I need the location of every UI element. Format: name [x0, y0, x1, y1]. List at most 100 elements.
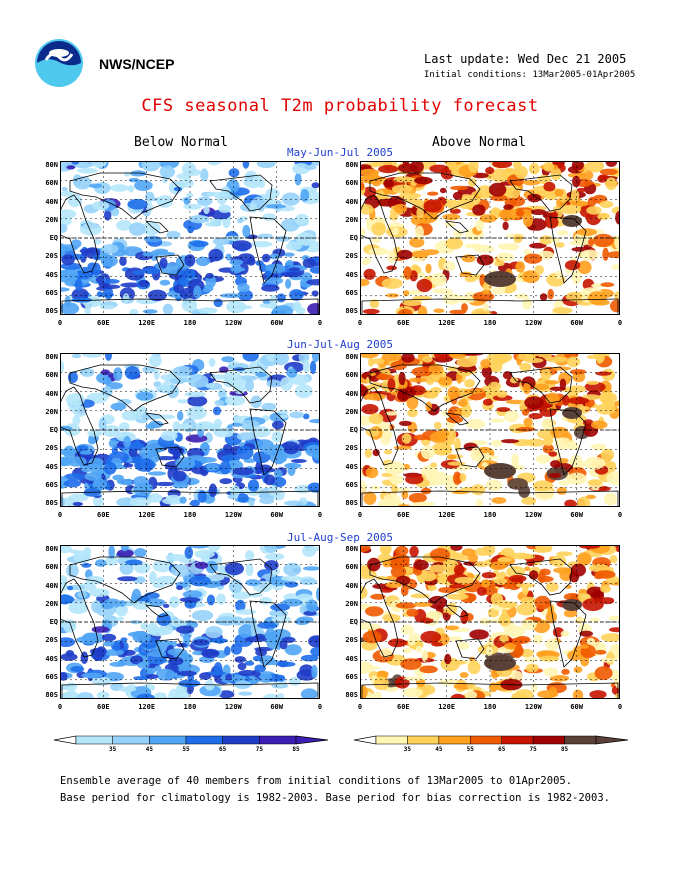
- lat-label: 80N: [45, 353, 58, 361]
- noaa-logo-icon: [34, 38, 84, 88]
- lat-label: 20S: [345, 636, 358, 645]
- lat-label: 80N: [345, 161, 358, 169]
- lon-label: 60E: [397, 511, 410, 519]
- lon-label: 60E: [97, 511, 110, 519]
- lat-label: 80S: [45, 307, 58, 315]
- lon-label: 60W: [270, 319, 283, 327]
- lat-label: 20S: [45, 636, 58, 645]
- lon-label: 0: [617, 511, 623, 519]
- lon-label: 0: [357, 511, 363, 519]
- lon-label: 120W: [224, 511, 242, 519]
- lat-label: EQ: [49, 618, 58, 626]
- lon-label: 60W: [570, 703, 583, 711]
- footer-line-2: Base period for climatology is 1982-2003…: [60, 792, 610, 804]
- colorbar-swatch: [75, 735, 113, 745]
- colorbar-label: 45: [145, 746, 153, 753]
- lon-label: 0: [357, 319, 363, 327]
- lat-label: 40S: [45, 462, 58, 471]
- lat-label: 80N: [345, 353, 358, 361]
- colorbar-label: 35: [403, 746, 412, 753]
- colorbar-swatch: [501, 735, 534, 745]
- colorbar-swatch: [149, 735, 187, 745]
- lon-label: 120E: [138, 703, 156, 711]
- lat-label: 20S: [345, 252, 358, 261]
- above-normal-colorbar: [353, 735, 629, 745]
- lat-label: 80S: [45, 499, 58, 507]
- above-map-1: [360, 161, 620, 315]
- colorbar-label: 85: [292, 746, 300, 753]
- lon-label: 180: [183, 703, 197, 711]
- lat-label: EQ: [49, 426, 58, 434]
- lon-label: 120W: [524, 511, 542, 519]
- period-label-1: May-Jun-Jul 2005: [287, 146, 393, 159]
- lon-label: 0: [57, 511, 63, 519]
- page-title: CFS seasonal T2m probability forecast: [141, 96, 539, 116]
- org-name: NWS/NCEP: [99, 56, 175, 72]
- lat-label: 40N: [45, 581, 58, 590]
- lon-label: 120W: [224, 703, 242, 711]
- lat-label: EQ: [49, 234, 58, 242]
- lon-label: 120W: [224, 319, 242, 327]
- lon-label: 120E: [138, 511, 156, 519]
- lon-label: 120E: [438, 319, 456, 327]
- lon-label: 120E: [138, 319, 156, 327]
- lon-label: 60W: [570, 319, 583, 327]
- colorbar-swatch: [407, 735, 440, 745]
- last-update-text: Last update: Wed Dec 21 2005: [424, 52, 627, 66]
- lat-label: 60N: [45, 179, 58, 188]
- below-normal-heading: Below Normal: [134, 135, 228, 150]
- lat-label: 20N: [45, 599, 58, 608]
- colorbar-label: 85: [560, 746, 569, 753]
- lat-label: EQ: [349, 618, 358, 626]
- lat-label: 20N: [345, 599, 358, 608]
- colorbar-label: 35: [109, 746, 117, 753]
- lat-label: 20N: [345, 215, 358, 224]
- lon-label: 0: [57, 703, 63, 711]
- above-map-2: [360, 353, 620, 507]
- lat-label: 60N: [345, 371, 358, 380]
- lat-label: 80N: [45, 545, 58, 553]
- lat-label: 80S: [345, 307, 358, 315]
- lon-label: 60E: [397, 703, 410, 711]
- lon-label: 120E: [438, 511, 456, 519]
- colorbar-label: 45: [435, 746, 443, 753]
- below-map-3: [60, 545, 320, 699]
- lat-label: 80N: [345, 545, 358, 553]
- lon-label: 60W: [270, 511, 283, 519]
- lat-label: 40N: [345, 389, 358, 398]
- colorbar-label: 55: [182, 746, 190, 753]
- lat-label: 60N: [345, 563, 358, 572]
- lat-label: 80S: [345, 499, 358, 507]
- lon-label: 0: [317, 319, 323, 327]
- lon-label: 60E: [97, 703, 110, 711]
- initial-conditions-text: Initial conditions: 13Mar2005-01Apr2005: [424, 70, 636, 80]
- lat-label: 60N: [45, 563, 58, 572]
- colorbar-label: 55: [466, 746, 474, 753]
- colorbar-swatch: [532, 735, 565, 745]
- lat-label: 20N: [345, 407, 358, 416]
- lon-label: 60E: [97, 319, 110, 327]
- lon-label: 60W: [270, 703, 283, 711]
- lon-label: 60E: [397, 319, 410, 327]
- lon-label: 0: [357, 703, 363, 711]
- lat-label: 60N: [345, 179, 358, 188]
- lat-label: 60S: [45, 288, 58, 297]
- colorbar-label: 65: [219, 746, 227, 753]
- lat-label: 40S: [45, 270, 58, 279]
- lon-label: 120W: [524, 703, 542, 711]
- lat-label: 20S: [345, 444, 358, 453]
- below-normal-colorbar: [53, 735, 329, 745]
- lon-label: 0: [57, 319, 63, 327]
- colorbar-label: 65: [498, 746, 506, 753]
- lon-label: 60W: [570, 511, 583, 519]
- lat-label: EQ: [349, 426, 358, 434]
- lat-label: 60S: [45, 672, 58, 681]
- lat-label: 60S: [345, 288, 358, 297]
- period-label-3: Jul-Aug-Sep 2005: [287, 531, 393, 544]
- lon-label: 120E: [438, 703, 456, 711]
- colorbar-swatch: [375, 735, 408, 745]
- colorbar-swatch: [470, 735, 502, 745]
- lon-label: 180: [183, 319, 197, 327]
- period-label-2: Jun-Jul-Aug 2005: [287, 338, 393, 351]
- lat-label: 20N: [45, 407, 58, 416]
